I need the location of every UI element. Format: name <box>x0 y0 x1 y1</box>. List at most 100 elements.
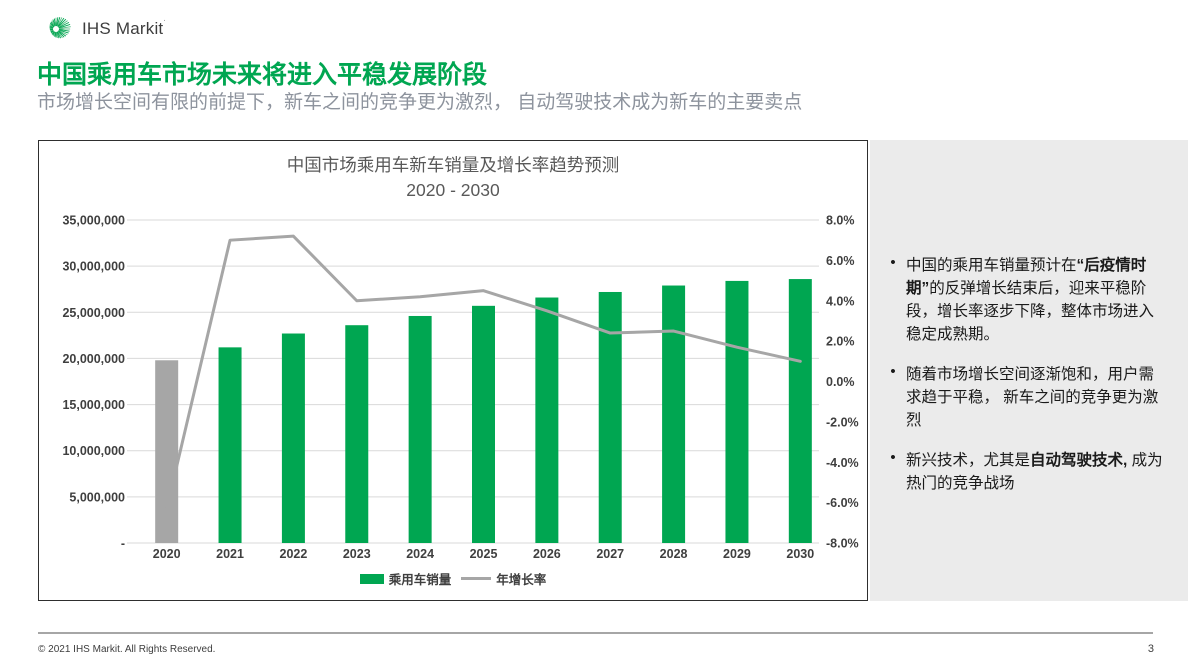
bullet-segment: “后疫情时期” <box>906 257 1147 297</box>
logo-ray <box>50 29 54 32</box>
logo-ray <box>53 18 56 27</box>
logo-ray <box>56 17 63 27</box>
logo-ray <box>49 25 54 29</box>
bullet-segment: 自动驾驶技术, <box>1030 452 1128 469</box>
page-subtitle: 市场增长空间有限的前提下，新车之间的竞争更为激烈， 自动驾驶技术成为新车的主要卖… <box>37 92 803 113</box>
bar-2030 <box>788 279 812 543</box>
logo-ray <box>52 19 56 27</box>
bullet-segment: 中国的乘用车销量预计在 <box>906 257 1077 274</box>
logo-ray <box>58 21 70 29</box>
logo-ray <box>58 26 71 29</box>
logo-ray <box>58 20 68 28</box>
logo-ray <box>49 27 54 29</box>
x-axis-label: 2029 <box>723 547 751 561</box>
logo-ray <box>56 17 59 27</box>
bullet-item: • 中国的乘用车销量预计在“后疫情时期”的反弹增长结束后，迎来平稳阶段，增长率逐步… <box>880 254 1166 346</box>
bullet-item: • 新兴技术，尤其是自动驾驶技术, 成为热门的竞争战场 <box>880 449 1166 495</box>
logo-ray <box>56 31 62 39</box>
logo-ray <box>57 31 63 39</box>
insights-sidebar: • 中国的乘用车销量预计在“后疫情时期”的反弹增长结束后，迎来平稳阶段，增长率逐步… <box>870 140 1188 601</box>
chart-legend: 乘用车销量 年增长率 <box>39 569 867 588</box>
logo-trademark: ˙ <box>163 19 167 28</box>
logo-ray <box>58 29 70 32</box>
bar-2029 <box>725 280 749 543</box>
logo-ray <box>52 31 56 36</box>
bar-swatch-icon <box>359 573 384 584</box>
bullet-segment: 随着市场增长空间逐渐饱和，用户需求趋于平稳， 新车之间的竞争更为激烈 <box>906 366 1159 429</box>
logo-ray <box>57 18 67 28</box>
bullet-list: • 中国的乘用车销量预计在“后疫情时期”的反弹增长结束后，迎来平稳阶段，增长率逐步… <box>870 140 1188 495</box>
logo-ray <box>56 31 60 39</box>
bar-2028 <box>662 285 686 543</box>
logo-ray <box>51 30 55 34</box>
bar-2023 <box>345 325 369 543</box>
bullet-text: 随着市场增长空间逐渐饱和，用户需求趋于平稳， 新车之间的竞争更为激烈 <box>906 363 1166 432</box>
ihs-markit-logo: IHS Markit˙ <box>38 11 166 47</box>
x-axis-label: 2024 <box>406 547 434 561</box>
bar-2020 <box>155 360 179 543</box>
right-axis-tick: -6.0% <box>826 496 859 510</box>
logo-ray <box>49 26 54 29</box>
bullet-text: 新兴技术，尤其是自动驾驶技术, 成为热门的竞争战场 <box>906 449 1166 495</box>
bar-2026 <box>535 297 559 543</box>
left-axis-tick: 15,000,000 <box>62 398 125 412</box>
bar-2027 <box>598 291 622 543</box>
bullet-segment: 成为热门的竞争战场 <box>906 452 1163 492</box>
x-axis-label: 2026 <box>533 547 561 561</box>
left-axis-tick: - <box>121 537 125 551</box>
x-axis-label: 2027 <box>596 547 624 561</box>
page-title: 中国乘用车市场未来将进入平稳发展阶段 <box>37 61 488 89</box>
x-axis-label: 2030 <box>786 547 814 561</box>
line-swatch-icon <box>461 577 492 580</box>
legend-item-line: 年增长率 <box>461 569 546 588</box>
left-axis-tick: 20,000,000 <box>62 352 125 366</box>
right-axis-tick: -4.0% <box>826 456 859 470</box>
bullet-item: • 随着市场增长空间逐渐饱和，用户需求趋于平稳， 新车之间的竞争更为激烈 <box>880 363 1166 432</box>
x-axis-label: 2025 <box>470 547 498 561</box>
x-axis-label: 2021 <box>216 547 244 561</box>
left-axis-tick: 30,000,000 <box>62 260 125 274</box>
legend-label: 乘用车销量 <box>388 573 452 587</box>
chart-title: 中国市场乘用车新车销量及增长率趋势预测 2020 - 2030 <box>39 153 867 203</box>
logo-ray <box>50 29 54 33</box>
left-axis-tick: 5,000,000 <box>69 490 125 504</box>
left-axis-tick: 35,000,000 <box>62 214 125 228</box>
footer-divider <box>38 632 1153 634</box>
sales-growth-chart: 35,000,000 30,000,000 25,000,000 20,000,000… <box>62 214 859 562</box>
logo-ray <box>58 29 68 36</box>
bar-2025 <box>472 305 495 543</box>
right-axis-tick: 0.0% <box>826 375 855 389</box>
x-axis-label: 2020 <box>153 547 181 561</box>
right-axis-tick: 4.0% <box>826 294 855 308</box>
logo-ray <box>56 17 61 27</box>
bar-2024 <box>408 315 432 543</box>
logo-ray <box>58 30 67 37</box>
legend-label: 年增长率 <box>496 573 547 587</box>
bar-2022 <box>281 333 305 543</box>
right-axis-tick: -2.0% <box>826 415 859 429</box>
bullet-text: 中国的乘用车销量预计在“后疫情时期”的反弹增长结束后，迎来平稳阶段，增长率逐步下… <box>906 254 1166 346</box>
chart-title-line2: 2020 - 2030 <box>406 179 500 200</box>
logo-ray <box>57 17 65 27</box>
bullet-marker-icon: • <box>890 254 896 271</box>
right-axis-tick: 8.0% <box>826 214 855 228</box>
bullet-segment: 的反弹增长结束后，迎来平稳阶段，增长率逐步下降，整体市场进入稳定成熟期。 <box>906 280 1155 343</box>
logo-ray <box>58 29 69 34</box>
logo-ray <box>56 31 58 38</box>
bullet-marker-icon: • <box>890 363 896 380</box>
bar-2021 <box>218 347 242 543</box>
logo-ray <box>54 31 56 37</box>
bullet-marker-icon: • <box>890 449 896 466</box>
x-axis-label: 2023 <box>343 547 371 561</box>
chart-panel: 中国市场乘用车新车销量及增长率趋势预测 2020 - 2030 35,000,0… <box>38 140 868 601</box>
right-axis-tick: 6.0% <box>826 254 855 268</box>
left-axis-tick: 10,000,000 <box>62 444 125 458</box>
x-axis-label: 2022 <box>280 547 308 561</box>
x-axis-label: 2028 <box>660 547 688 561</box>
right-axis-tick: -8.0% <box>826 537 859 551</box>
logo-ray <box>53 31 56 37</box>
logo-ray <box>49 24 54 28</box>
logo-ray <box>50 30 54 33</box>
growth-rate-line <box>165 234 802 511</box>
